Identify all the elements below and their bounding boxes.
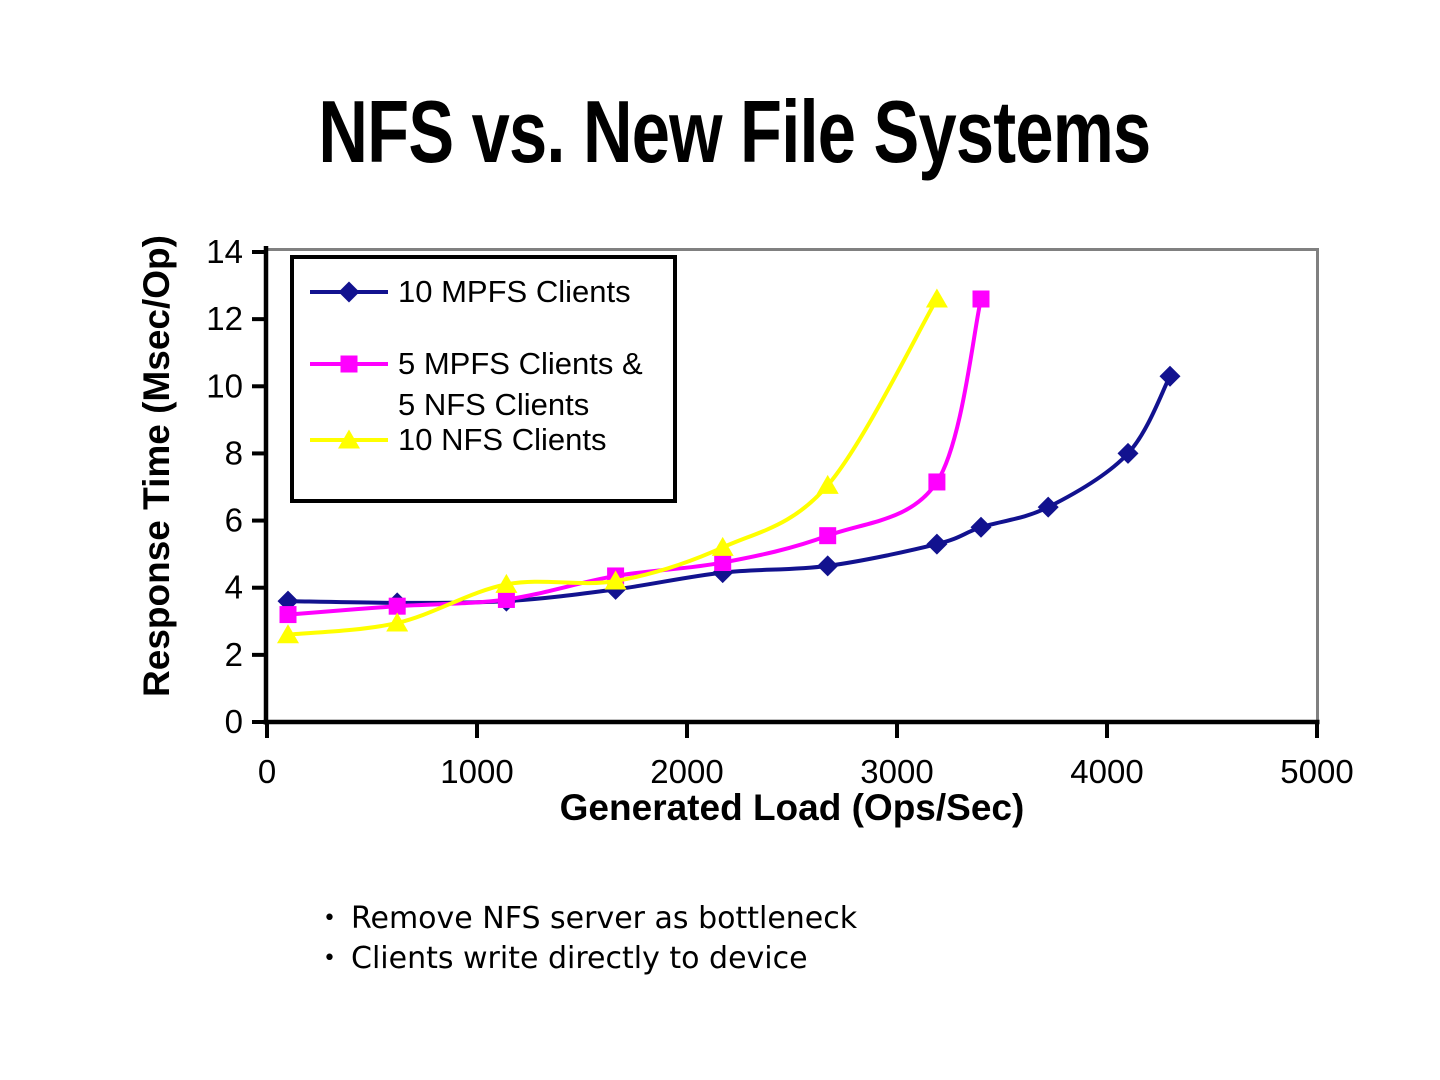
data-point-10-mpfs-clients	[1037, 496, 1059, 518]
data-point-10-nfs-clients	[604, 570, 627, 590]
series-5-mpfs-clients-5-nfs-clients	[279, 290, 990, 624]
legend-label: 5 MPFS Clients & 5 NFS Clients	[398, 346, 643, 422]
data-point-10-nfs-clients	[816, 474, 839, 494]
data-point-10-nfs-clients	[925, 288, 948, 308]
legend-entry: 5 MPFS Clients & 5 NFS Clients	[310, 343, 643, 425]
x-tick-label: 2000	[650, 753, 723, 790]
data-point-5-mpfs-clients-5-nfs-clients	[279, 606, 297, 624]
legend-marker-diamond	[338, 281, 360, 303]
data-point-10-mpfs-clients	[817, 555, 839, 577]
data-point-5-mpfs-clients-5-nfs-clients	[928, 473, 946, 491]
data-point-10-nfs-clients	[711, 536, 734, 556]
bullet-list: • Remove NFS server as bottleneck • Clie…	[323, 898, 857, 978]
y-tick-label: 12	[206, 300, 243, 337]
y-tick-label: 14	[206, 233, 243, 270]
slide-title: NFS vs. New File Systems	[0, 82, 1440, 181]
x-tick-label: 0	[258, 753, 276, 790]
slide-title-text: NFS vs. New File Systems	[318, 82, 1151, 181]
y-tick-label: 10	[206, 367, 243, 404]
line-chart: 0 2 4 6 8 10 12 14 0 1000 2000 3000 4000 5000 Generat…	[136, 233, 1354, 828]
chart-legend: 10 MPFS Clients 5 MPFS Clients & 5 NFS Cli…	[290, 255, 677, 503]
data-point-10-mpfs-clients	[1117, 442, 1139, 464]
x-tick-label: 4000	[1070, 753, 1143, 790]
legend-marker-triangle	[338, 429, 360, 449]
y-axis-title: Response Time (Msec/Op)	[136, 235, 177, 697]
legend-label: 10 NFS Clients	[398, 422, 607, 457]
data-point-5-mpfs-clients-5-nfs-clients	[972, 290, 990, 308]
legend-swatch-triangle	[310, 429, 388, 449]
legend-swatch-square	[310, 355, 388, 373]
bullet-item: • Remove NFS server as bottleneck	[323, 898, 857, 938]
bullet-text: Clients write directly to device	[351, 940, 808, 976]
data-point-5-mpfs-clients-5-nfs-clients	[714, 554, 732, 572]
legend-label: 10 MPFS Clients	[398, 274, 631, 309]
data-point-5-mpfs-clients-5-nfs-clients	[388, 597, 406, 615]
legend-entry: 10 MPFS Clients	[310, 271, 631, 312]
bullet-marker: •	[323, 905, 336, 931]
x-axis-title: Generated Load (Ops/Sec)	[560, 787, 1025, 828]
y-tick-label: 8	[225, 434, 243, 471]
bullet-text: Remove NFS server as bottleneck	[351, 900, 858, 936]
data-point-10-mpfs-clients	[970, 516, 992, 538]
y-tick-label: 0	[225, 703, 243, 740]
legend-swatch-diamond	[310, 281, 388, 303]
bullet-marker: •	[323, 945, 336, 971]
x-tick-label: 1000	[440, 753, 513, 790]
series-10-nfs-clients	[277, 288, 948, 644]
data-point-10-mpfs-clients	[926, 533, 948, 555]
y-tick-label: 4	[225, 569, 243, 606]
data-point-10-nfs-clients	[277, 624, 299, 644]
data-point-10-nfs-clients	[386, 612, 409, 632]
data-point-5-mpfs-clients-5-nfs-clients	[819, 527, 837, 545]
x-tick-label: 3000	[860, 753, 933, 790]
x-tick-label: 5000	[1280, 753, 1353, 790]
data-point-10-mpfs-clients	[1159, 365, 1181, 387]
bullet-item: • Clients write directly to device	[323, 938, 857, 978]
y-tick-label: 2	[225, 636, 243, 673]
y-tick-label: 6	[225, 502, 243, 539]
data-point-10-nfs-clients	[495, 573, 518, 593]
legend-entry: 10 NFS Clients	[310, 419, 606, 460]
data-point-5-mpfs-clients-5-nfs-clients	[497, 590, 515, 608]
legend-marker-square	[340, 355, 358, 373]
